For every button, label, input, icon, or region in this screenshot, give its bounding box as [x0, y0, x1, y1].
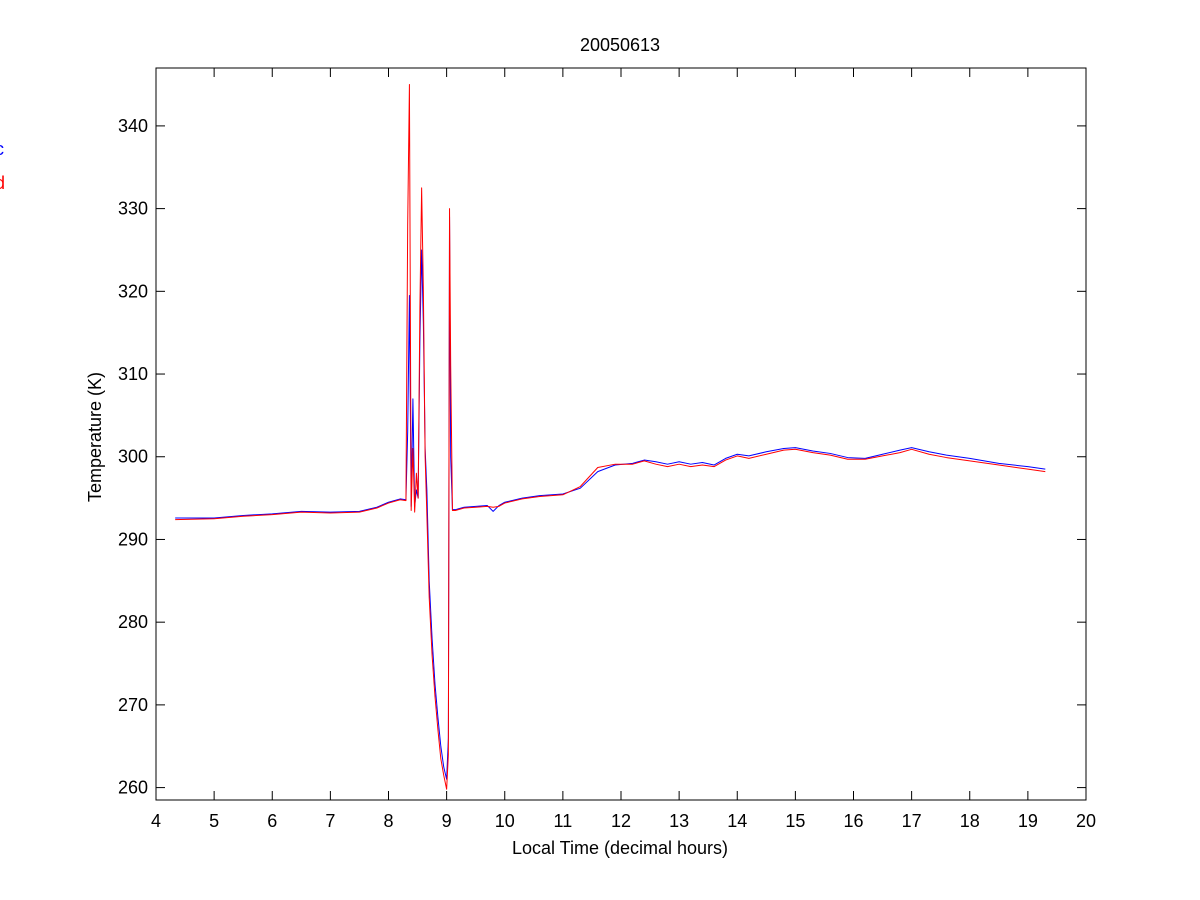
- y-tick-label: 270: [118, 695, 148, 715]
- x-tick-label: 9: [442, 811, 452, 831]
- y-tick-label: 290: [118, 529, 148, 549]
- series-layer: [175, 84, 1046, 790]
- x-tick-label: 17: [902, 811, 922, 831]
- legend: cd: [0, 139, 5, 193]
- x-tick-label: 7: [325, 811, 335, 831]
- x-tick-label: 15: [785, 811, 805, 831]
- x-tick-label: 19: [1018, 811, 1038, 831]
- legend-entry-1: d: [0, 173, 5, 193]
- x-tick-label: 14: [727, 811, 747, 831]
- x-tick-label: 10: [495, 811, 515, 831]
- x-tick-label: 20: [1076, 811, 1096, 831]
- x-tick-label: 12: [611, 811, 631, 831]
- x-tick-label: 13: [669, 811, 689, 831]
- x-tick-label: 11: [554, 811, 573, 831]
- x-tick-label: 18: [960, 811, 980, 831]
- plot-frame: [155, 67, 1087, 801]
- y-tick-label: 300: [118, 447, 148, 467]
- chart-title: 20050613: [580, 35, 660, 55]
- axes-layer: 4 5 6 7 8 9 10 11 12 13 14 15 16 17 18 19 20 260 270 280 290…: [118, 68, 1096, 831]
- x-tick-label: 5: [209, 811, 219, 831]
- plot-area: [156, 68, 1086, 800]
- y-tick-label: 320: [118, 281, 148, 301]
- y-tick-label: 280: [118, 612, 148, 632]
- x-tick-label: 8: [383, 811, 393, 831]
- y-tick-label: 310: [118, 364, 148, 384]
- legend-entry-0: c: [0, 139, 4, 159]
- y-tick-label: 340: [118, 116, 148, 136]
- x-tick-label: 4: [151, 811, 161, 831]
- series-line-0: [175, 216, 1046, 780]
- y-tick-label: 260: [118, 778, 148, 798]
- x-tick-label: 6: [267, 811, 277, 831]
- y-tick-label: 330: [118, 199, 148, 219]
- x-tick-label: 16: [843, 811, 863, 831]
- y-axis-label: Temperature (K): [85, 372, 105, 502]
- x-axis-label: Local Time (decimal hours): [512, 838, 728, 858]
- series-line-1: [175, 84, 1046, 790]
